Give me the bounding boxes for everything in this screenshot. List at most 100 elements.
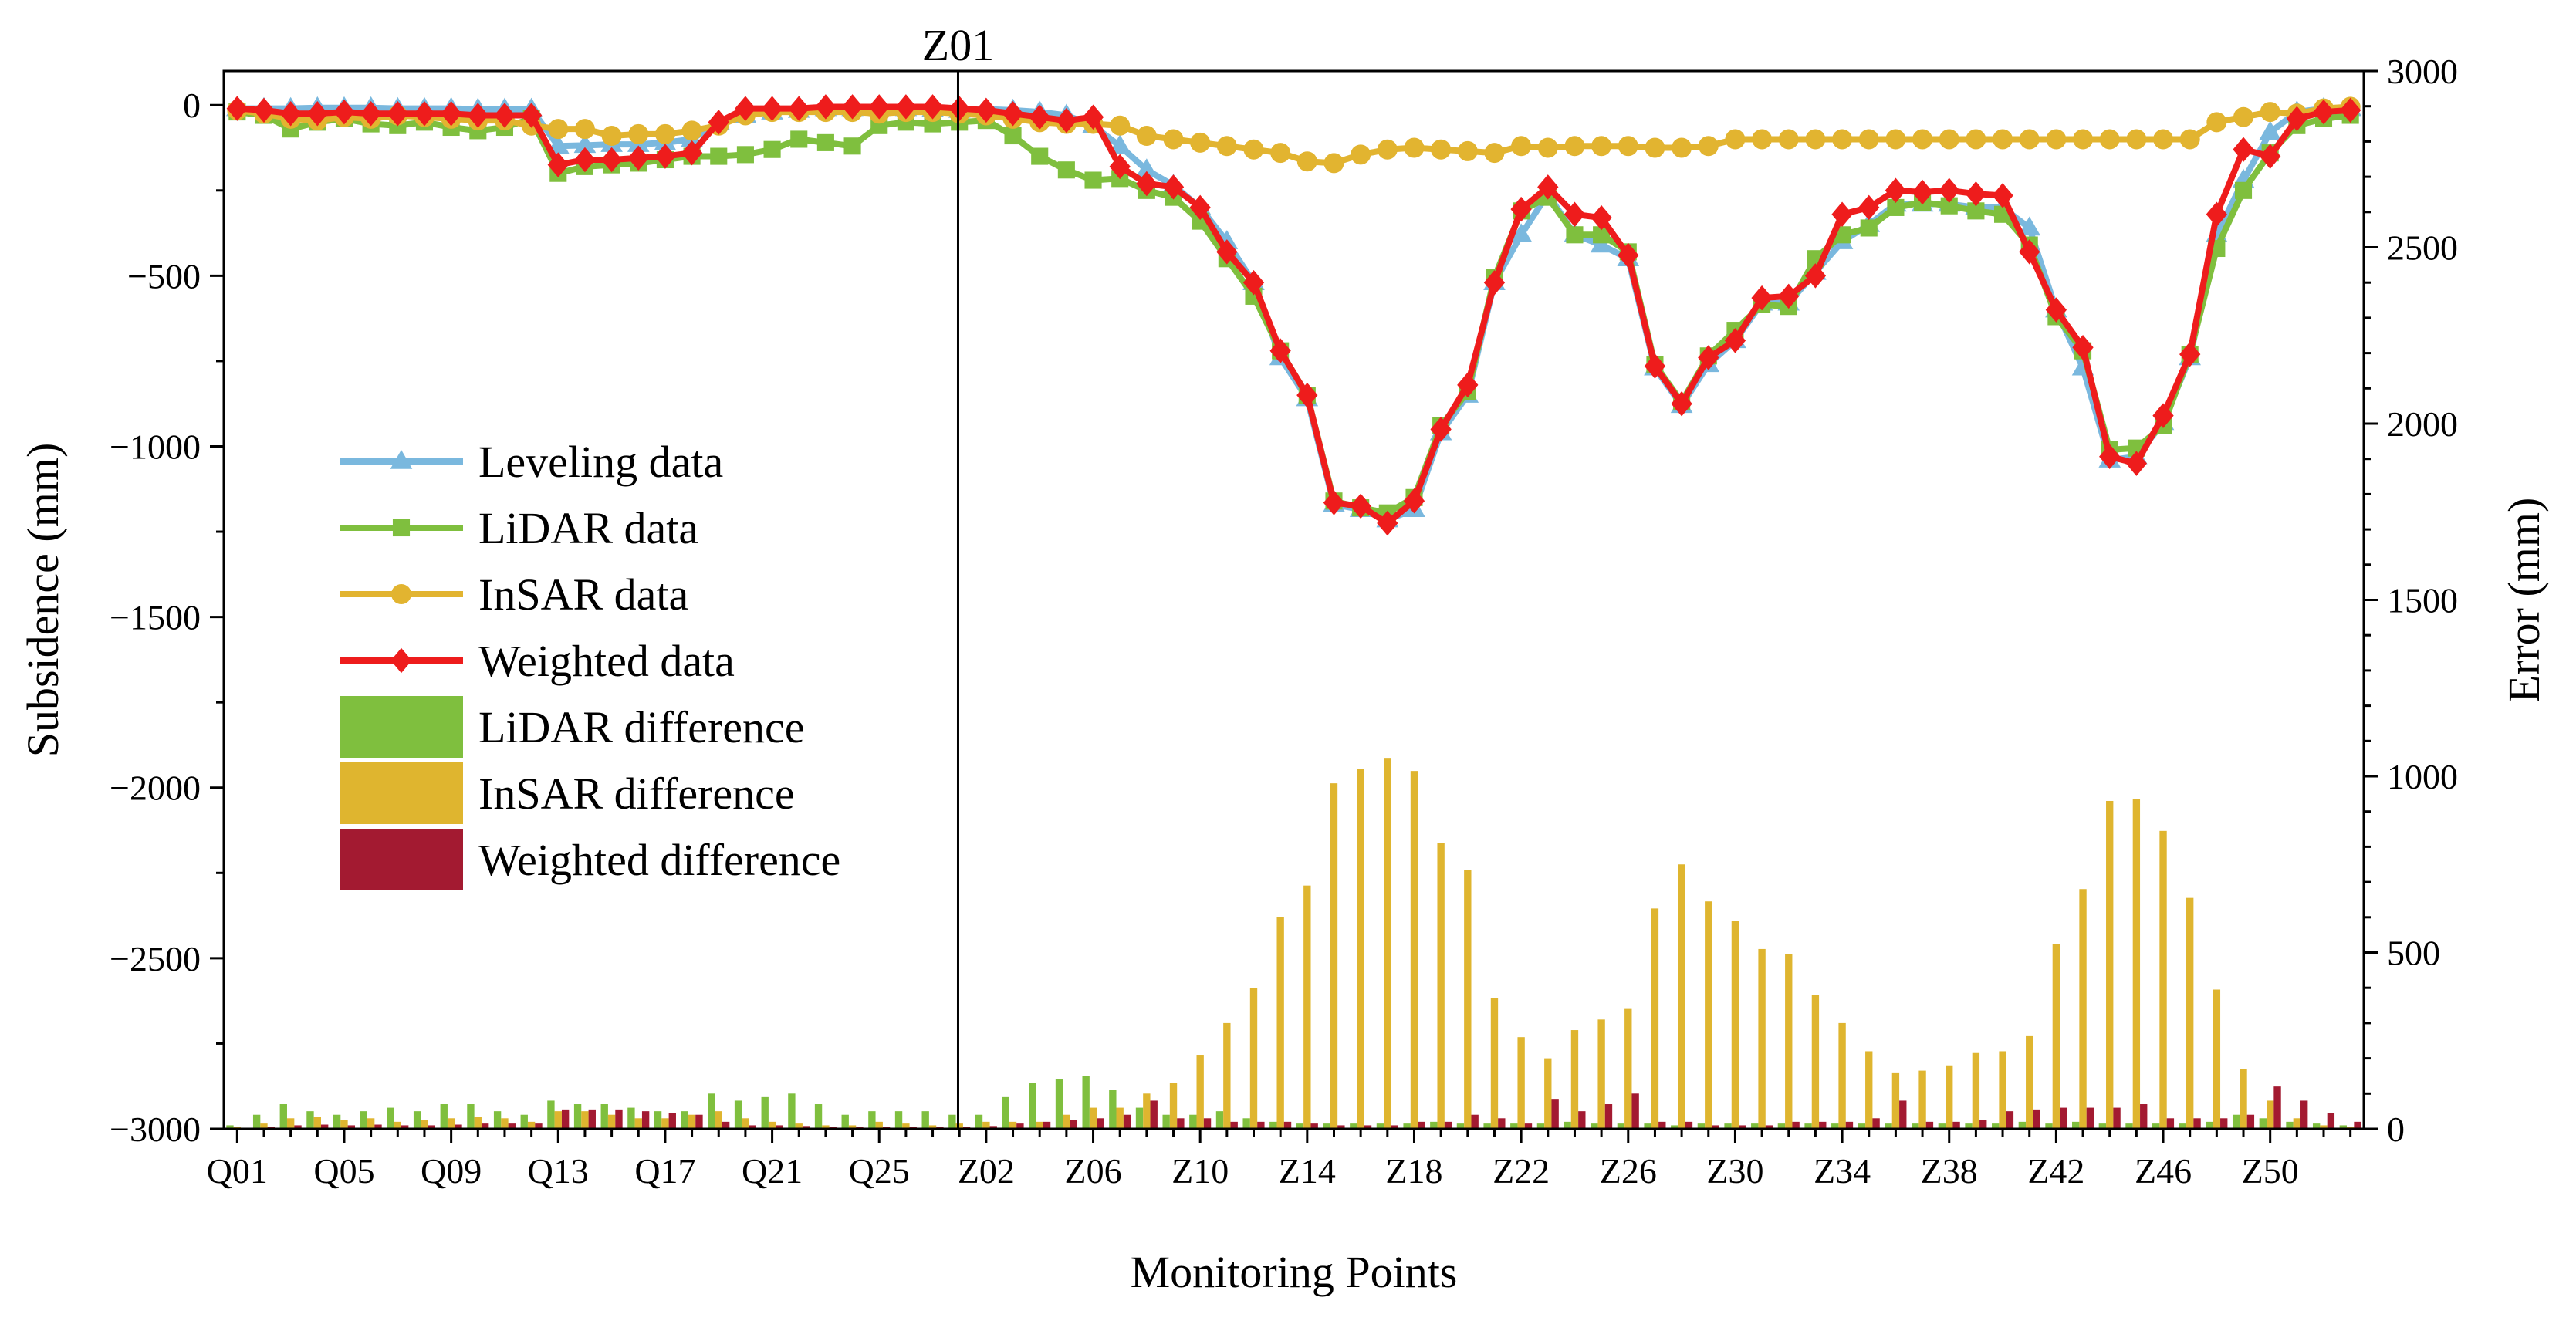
point-weighted-data-Z40 [1992,183,2013,208]
right-tick-label-2000: 2000 [2387,404,2458,444]
bar-insar-difference-Q18 [688,1114,696,1129]
point-weighted-data-Z05 [1056,107,1077,133]
bar-insar-difference-Z21 [1490,998,1499,1129]
x-tick-label-Z46: Z46 [2135,1151,2192,1191]
right-tick-label-1000: 1000 [2387,757,2458,796]
point-weighted-data-Q03 [280,101,302,127]
point-insar-data-Z07 [1110,115,1131,136]
right-tick-label-0: 0 [2387,1110,2405,1149]
point-insar-data-Z19 [1431,139,1452,160]
bar-weighted-difference-Z32 [1792,1121,1800,1129]
legend-label-lidar-difference: LiDAR difference [478,702,804,752]
bar-insar-difference-Z36 [1891,1072,1900,1129]
bar-lidar-difference-Z46 [2152,1123,2160,1129]
point-weighted-data-Z06 [1082,104,1104,130]
point-weighted-data-Z42 [2045,297,2067,323]
bar-weighted-difference-Q08 [428,1125,436,1129]
x-tick-label-Z02: Z02 [958,1151,1015,1191]
left-tick-label-0: 0 [183,86,201,125]
point-weighted-data-Z45 [2125,451,2148,476]
point-lidar-data-Z25 [1593,226,1611,244]
point-weighted-data-Q11 [494,103,516,128]
bar-lidar-difference-Z26 [1617,1123,1625,1129]
bar-weighted-difference-Z20 [1471,1114,1479,1129]
bar-insar-difference-Z47 [2186,897,2194,1129]
bar-weighted-difference-Z15 [1337,1125,1345,1129]
point-insar-data-Z48 [2206,112,2227,133]
bar-weighted-difference-Z28 [1685,1121,1693,1129]
point-weighted-data-Q06 [360,101,382,127]
point-weighted-data-Z41 [2019,239,2040,265]
point-insar-data-Q17 [654,123,675,144]
point-weighted-data-Z10 [1189,194,1211,221]
bar-weighted-difference-Z12 [1257,1121,1265,1129]
bar-lidar-difference-Z31 [1751,1123,1759,1129]
bar-lidar-difference-Z36 [1885,1123,1892,1129]
point-weighted-data-Z03 [1002,101,1024,127]
bar-lidar-difference-Z53 [2339,1125,2347,1129]
point-weighted-data-Z26 [1618,242,1639,269]
bar-weighted-difference-Z37 [1925,1121,1934,1129]
point-weighted-data-Z37 [1912,179,1933,205]
bar-lidar-difference-Z28 [1671,1125,1678,1129]
point-leveling-data-Q14 [573,133,597,154]
bar-weighted-difference-Z33 [1819,1121,1827,1129]
bar-weighted-difference-Z02 [989,1126,997,1129]
bar-lidar-difference-Z20 [1456,1123,1465,1129]
bar-insar-difference-Z22 [1517,1037,1525,1129]
bar-lidar-difference-Z07 [1109,1090,1117,1129]
point-weighted-data-Z36 [1885,177,1907,204]
bar-lidar-difference-Z12 [1242,1118,1250,1129]
bar-weighted-difference-Q11 [508,1123,516,1129]
right-tick-label-1500: 1500 [2387,581,2458,620]
bar-weighted-difference-Z42 [2060,1107,2067,1129]
bar-lidar-difference-Z29 [1697,1123,1706,1129]
bar-weighted-difference-Z31 [1765,1125,1773,1129]
point-insar-data-Z09 [1163,129,1184,150]
point-lidar-data-Q20 [736,146,754,164]
bar-insar-difference-Z31 [1758,948,1766,1129]
point-weighted-data-Z08 [1136,171,1158,197]
point-weighted-data-Z07 [1109,154,1131,180]
bar-lidar-difference-Z45 [2125,1123,2133,1129]
bar-lidar-difference-Q20 [734,1100,742,1129]
bar-lidar-difference-Z04 [1029,1083,1036,1129]
x-tick-label-Z34: Z34 [1814,1151,1871,1191]
bar-weighted-difference-Q04 [321,1124,329,1129]
point-insar-data-Z20 [1457,140,1478,161]
point-weighted-data-Z27 [1644,353,1666,379]
point-insar-data-Z16 [1351,144,1371,165]
point-weighted-data-Q18 [681,140,703,166]
point-lidar-data-Z39 [1967,202,1985,220]
bar-insar-difference-Z02 [982,1121,990,1129]
bar-lidar-difference-Q15 [600,1104,608,1129]
point-weighted-data-Z20 [1457,372,1479,398]
point-insar-data-Z49 [2233,106,2254,127]
bar-insar-difference-Q26 [902,1123,910,1129]
point-weighted-data-Z24 [1564,201,1586,227]
point-insar-data-Q18 [681,120,702,141]
x-tick-label-Z26: Z26 [1600,1151,1657,1191]
point-weighted-data-Q25 [868,94,890,120]
bar-weighted-difference-Z25 [1604,1104,1613,1129]
point-insar-data-Z08 [1136,126,1157,147]
point-insar-data-Z26 [1618,136,1638,157]
point-insar-data-Z38 [1939,129,1959,150]
bar-insar-difference-Z11 [1223,1022,1231,1129]
bar-insar-difference-Z37 [1918,1070,1926,1129]
point-insar-data-Z28 [1672,137,1692,158]
bar-lidar-difference-Q16 [627,1107,635,1129]
bar-weighted-difference-Q18 [695,1114,703,1129]
left-tick-label--3000: −3000 [110,1110,201,1149]
point-insar-data-Z45 [2126,129,2147,150]
point-weighted-data-Q17 [654,144,676,169]
bar-insar-difference-Z25 [1597,1019,1605,1129]
bar-insar-difference-Q10 [474,1117,482,1129]
bar-insar-difference-Z28 [1678,864,1685,1129]
bar-weighted-difference-Q03 [294,1125,302,1129]
point-insar-data-Z24 [1564,136,1585,157]
bar-insar-difference-Z52 [2320,1125,2328,1129]
x-tick-label-Z38: Z38 [1921,1151,1978,1191]
bar-weighted-difference-Z21 [1498,1118,1506,1129]
